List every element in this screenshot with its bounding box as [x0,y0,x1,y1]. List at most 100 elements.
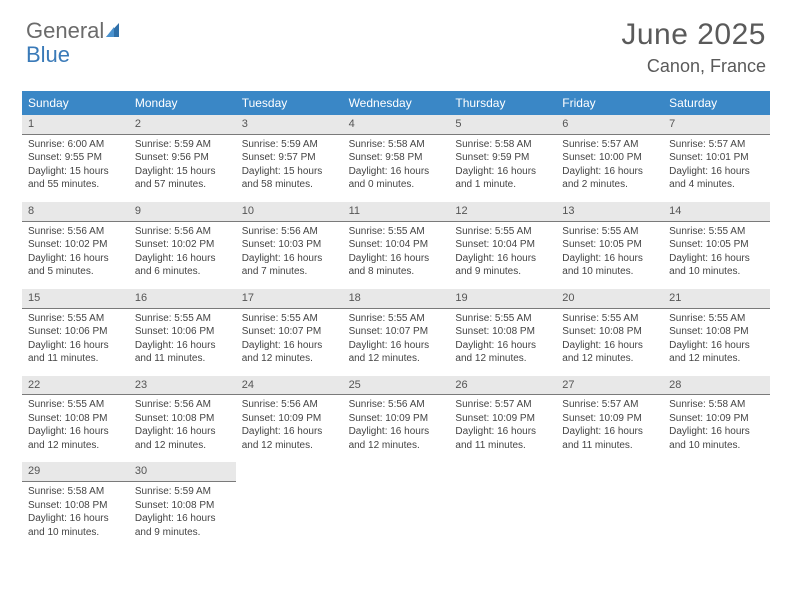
daylight-text: Daylight: 16 hours and 12 minutes. [562,339,657,366]
day-cell: . [343,462,450,549]
day-number: 8 [22,202,129,222]
daylight-text: Daylight: 16 hours and 8 minutes. [349,252,444,279]
day-body: Sunrise: 5:55 AMSunset: 10:05 PMDaylight… [663,222,770,289]
sunset-text: Sunset: 10:08 PM [562,325,657,339]
sunset-text: Sunset: 10:04 PM [349,238,444,252]
sunset-text: Sunset: 9:59 PM [455,151,550,165]
daylight-text: Daylight: 16 hours and 11 minutes. [562,425,657,452]
day-number: 20 [556,289,663,309]
day-number: 18 [343,289,450,309]
day-cell: . [236,462,343,549]
day-number: 30 [129,462,236,482]
day-cell: 6Sunrise: 5:57 AMSunset: 10:00 PMDayligh… [556,115,663,202]
day-cell: 25Sunrise: 5:56 AMSunset: 10:09 PMDaylig… [343,376,450,463]
daylight-text: Daylight: 16 hours and 1 minute. [455,165,550,192]
sunset-text: Sunset: 10:00 PM [562,151,657,165]
day-cell: 26Sunrise: 5:57 AMSunset: 10:09 PMDaylig… [449,376,556,463]
sunrise-text: Sunrise: 5:56 AM [349,398,444,412]
sunset-text: Sunset: 10:02 PM [135,238,230,252]
day-cell: 11Sunrise: 5:55 AMSunset: 10:04 PMDaylig… [343,202,450,289]
day-body: Sunrise: 5:55 AMSunset: 10:04 PMDaylight… [449,222,556,289]
sunset-text: Sunset: 10:08 PM [669,325,764,339]
day-number: 23 [129,376,236,396]
sunrise-text: Sunrise: 5:55 AM [28,398,123,412]
day-body: Sunrise: 5:55 AMSunset: 10:08 PMDaylight… [556,309,663,376]
day-cell: 5Sunrise: 5:58 AMSunset: 9:59 PMDaylight… [449,115,556,202]
day-number: 5 [449,115,556,135]
day-body: Sunrise: 5:59 AMSunset: 10:08 PMDaylight… [129,482,236,549]
day-number: 10 [236,202,343,222]
week-row: 8Sunrise: 5:56 AMSunset: 10:02 PMDayligh… [22,202,770,289]
day-number: 26 [449,376,556,396]
logo: General [26,18,124,44]
day-cell: 22Sunrise: 5:55 AMSunset: 10:08 PMDaylig… [22,376,129,463]
day-cell: 24Sunrise: 5:56 AMSunset: 10:09 PMDaylig… [236,376,343,463]
sunset-text: Sunset: 10:08 PM [135,499,230,513]
sunset-text: Sunset: 10:08 PM [28,499,123,513]
daylight-text: Daylight: 16 hours and 12 minutes. [135,425,230,452]
day-header-sunday: Sunday [22,91,129,115]
sunrise-text: Sunrise: 5:59 AM [242,138,337,152]
day-body: Sunrise: 5:57 AMSunset: 10:01 PMDaylight… [663,135,770,202]
day-cell: 23Sunrise: 5:56 AMSunset: 10:08 PMDaylig… [129,376,236,463]
sunrise-text: Sunrise: 5:55 AM [135,312,230,326]
daylight-text: Daylight: 15 hours and 55 minutes. [28,165,123,192]
day-number: 25 [343,376,450,396]
sunrise-text: Sunrise: 5:59 AM [135,138,230,152]
day-cell: 19Sunrise: 5:55 AMSunset: 10:08 PMDaylig… [449,289,556,376]
sunset-text: Sunset: 10:06 PM [135,325,230,339]
day-cell: 27Sunrise: 5:57 AMSunset: 10:09 PMDaylig… [556,376,663,463]
daylight-text: Daylight: 16 hours and 11 minutes. [28,339,123,366]
day-number: 7 [663,115,770,135]
calendar: SundayMondayTuesdayWednesdayThursdayFrid… [22,91,770,549]
sunset-text: Sunset: 10:09 PM [349,412,444,426]
day-cell: . [556,462,663,549]
day-number: 24 [236,376,343,396]
day-cell: 18Sunrise: 5:55 AMSunset: 10:07 PMDaylig… [343,289,450,376]
day-body: Sunrise: 5:58 AMSunset: 10:09 PMDaylight… [663,395,770,462]
day-number: 3 [236,115,343,135]
daylight-text: Daylight: 16 hours and 10 minutes. [669,252,764,279]
day-cell: 2Sunrise: 5:59 AMSunset: 9:56 PMDaylight… [129,115,236,202]
sunrise-text: Sunrise: 5:55 AM [349,312,444,326]
day-header-saturday: Saturday [663,91,770,115]
day-cell: 16Sunrise: 5:55 AMSunset: 10:06 PMDaylig… [129,289,236,376]
week-row: 22Sunrise: 5:55 AMSunset: 10:08 PMDaylig… [22,376,770,463]
day-cell: 17Sunrise: 5:55 AMSunset: 10:07 PMDaylig… [236,289,343,376]
day-body: Sunrise: 5:55 AMSunset: 10:07 PMDaylight… [343,309,450,376]
day-cell: 30Sunrise: 5:59 AMSunset: 10:08 PMDaylig… [129,462,236,549]
location: Canon, France [621,56,766,77]
sunrise-text: Sunrise: 5:59 AM [135,485,230,499]
daylight-text: Daylight: 16 hours and 10 minutes. [28,512,123,539]
sunrise-text: Sunrise: 5:58 AM [669,398,764,412]
day-cell: 12Sunrise: 5:55 AMSunset: 10:04 PMDaylig… [449,202,556,289]
sunrise-text: Sunrise: 5:55 AM [669,225,764,239]
sunrise-text: Sunrise: 5:57 AM [455,398,550,412]
day-body: Sunrise: 5:55 AMSunset: 10:04 PMDaylight… [343,222,450,289]
daylight-text: Daylight: 16 hours and 2 minutes. [562,165,657,192]
day-cell: 14Sunrise: 5:55 AMSunset: 10:05 PMDaylig… [663,202,770,289]
day-cell: 28Sunrise: 5:58 AMSunset: 10:09 PMDaylig… [663,376,770,463]
day-body: Sunrise: 5:55 AMSunset: 10:06 PMDaylight… [22,309,129,376]
daylight-text: Daylight: 16 hours and 12 minutes. [455,339,550,366]
day-number: 19 [449,289,556,309]
header: General June 2025 Canon, France [0,0,792,85]
day-body: Sunrise: 5:59 AMSunset: 9:57 PMDaylight:… [236,135,343,202]
day-body: Sunrise: 5:58 AMSunset: 10:08 PMDaylight… [22,482,129,549]
sunset-text: Sunset: 10:05 PM [562,238,657,252]
sunrise-text: Sunrise: 5:55 AM [455,225,550,239]
sunrise-text: Sunrise: 5:58 AM [349,138,444,152]
day-cell: 8Sunrise: 5:56 AMSunset: 10:02 PMDayligh… [22,202,129,289]
sunset-text: Sunset: 10:09 PM [455,412,550,426]
sunset-text: Sunset: 10:09 PM [562,412,657,426]
day-body: Sunrise: 5:55 AMSunset: 10:08 PMDaylight… [449,309,556,376]
daylight-text: Daylight: 16 hours and 10 minutes. [562,252,657,279]
sunset-text: Sunset: 9:55 PM [28,151,123,165]
day-body: Sunrise: 5:56 AMSunset: 10:08 PMDaylight… [129,395,236,462]
day-cell: 1Sunrise: 6:00 AMSunset: 9:55 PMDaylight… [22,115,129,202]
sunrise-text: Sunrise: 5:56 AM [135,398,230,412]
daylight-text: Daylight: 16 hours and 10 minutes. [669,425,764,452]
day-body: Sunrise: 5:55 AMSunset: 10:06 PMDaylight… [129,309,236,376]
week-row: 1Sunrise: 6:00 AMSunset: 9:55 PMDaylight… [22,115,770,202]
day-number: 15 [22,289,129,309]
